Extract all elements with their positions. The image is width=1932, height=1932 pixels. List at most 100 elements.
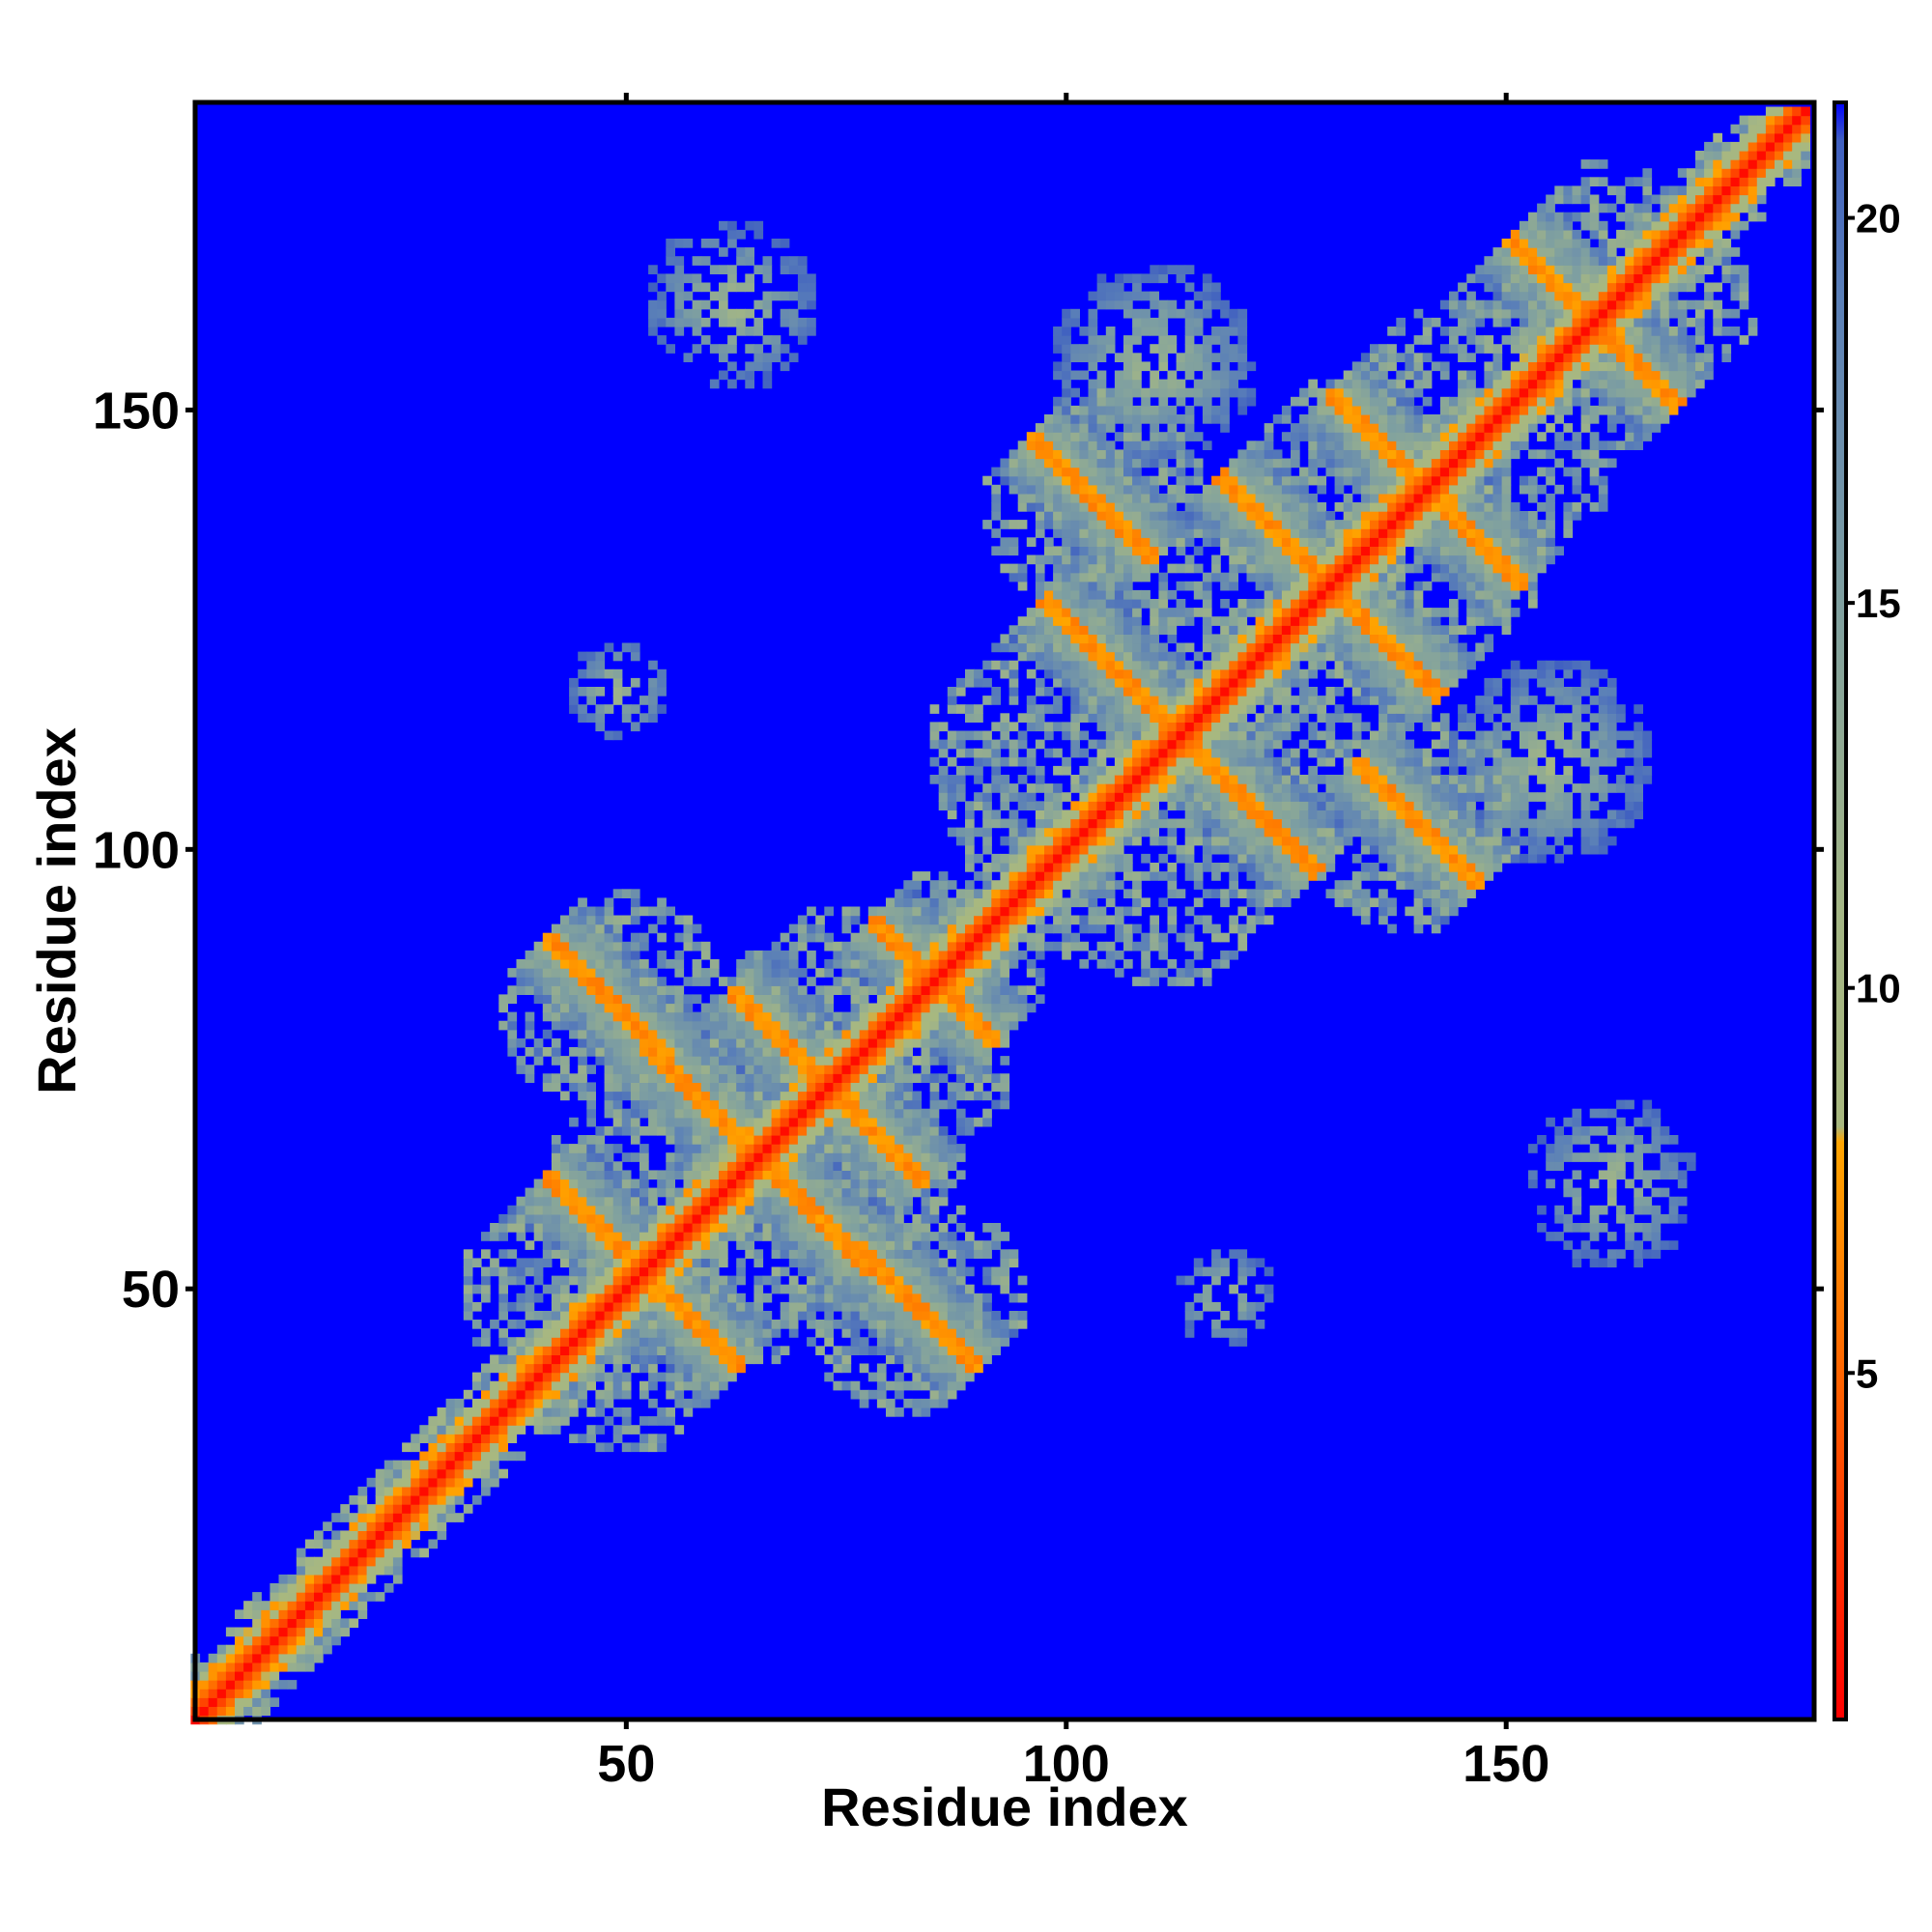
heatmap-cell: [877, 1364, 887, 1374]
heatmap-cell: [745, 1240, 754, 1250]
heatmap-cell: [886, 1047, 895, 1057]
heatmap-cell: [798, 1135, 808, 1145]
heatmap-cell: [1018, 440, 1028, 450]
heatmap-cell: [930, 1092, 940, 1101]
heatmap-cell: [1115, 414, 1124, 424]
heatmap-cell: [279, 1645, 289, 1655]
heatmap-cell: [1089, 661, 1098, 670]
heatmap-cell: [666, 239, 675, 248]
heatmap-cell: [226, 1697, 236, 1707]
heatmap-cell: [719, 1328, 728, 1338]
heatmap-cell: [842, 1258, 852, 1267]
heatmap-cell: [781, 1109, 790, 1119]
heatmap-cell: [701, 1276, 711, 1286]
heatmap-cell: [613, 1179, 623, 1189]
heatmap-cell: [1185, 871, 1195, 881]
heatmap-cell: [930, 1206, 940, 1215]
heatmap-cell: [719, 1126, 728, 1136]
heatmap-cell: [798, 256, 808, 266]
heatmap-cell: [1062, 871, 1071, 881]
heatmap-cell: [956, 1302, 966, 1312]
heatmap-cell: [753, 1082, 763, 1092]
heatmap-cell: [1053, 907, 1063, 917]
heatmap-cell: [956, 731, 966, 741]
heatmap-cell: [605, 994, 614, 1004]
heatmap-cell: [745, 1038, 754, 1048]
heatmap-cell: [464, 1504, 473, 1514]
heatmap-cell: [517, 1258, 526, 1267]
heatmap-cell: [745, 1223, 754, 1233]
heatmap-cell: [1070, 704, 1080, 714]
heatmap-cell: [586, 1144, 596, 1153]
heatmap-cell: [657, 1267, 667, 1277]
heatmap-cell: [868, 1276, 878, 1286]
heatmap-cell: [1044, 837, 1054, 846]
heatmap-cell: [1168, 414, 1178, 424]
heatmap-cell: [526, 1206, 535, 1215]
heatmap-cell: [693, 1100, 702, 1110]
heatmap-cell: [701, 1100, 711, 1110]
heatmap-cell: [428, 1513, 438, 1522]
heatmap-cell: [605, 977, 614, 986]
heatmap-cell: [613, 1056, 623, 1065]
heatmap-cell: [648, 265, 658, 274]
heatmap-cell: [1009, 863, 1019, 872]
heatmap-cell: [745, 1126, 754, 1136]
heatmap-cell: [1062, 608, 1071, 617]
heatmap-cell: [631, 1240, 640, 1250]
heatmap-cell: [622, 1381, 632, 1391]
heatmap-cell: [419, 1513, 429, 1522]
heatmap-cell: [252, 1628, 262, 1637]
heatmap-cell: [912, 977, 922, 986]
heatmap-cell: [1123, 775, 1133, 784]
heatmap-cell: [1211, 669, 1221, 679]
heatmap-cell: [340, 1513, 350, 1522]
heatmap-cell: [1150, 916, 1159, 925]
heatmap-cell: [674, 256, 684, 266]
heatmap-cell: [543, 1311, 553, 1321]
heatmap-cell: [868, 1038, 878, 1048]
heatmap-cell: [1036, 863, 1045, 872]
heatmap-cell: [930, 1047, 940, 1057]
heatmap-cell: [842, 1109, 852, 1119]
heatmap-cell: [622, 968, 632, 978]
heatmap-cell: [727, 1293, 737, 1303]
heatmap-cell: [288, 1592, 298, 1602]
heatmap-cell: [517, 1206, 526, 1215]
heatmap-cell: [1158, 608, 1168, 617]
heatmap-cell: [595, 669, 605, 679]
heatmap-cell: [543, 1206, 553, 1215]
heatmap-cell: [1168, 625, 1178, 635]
heatmap-cell: [719, 344, 728, 354]
heatmap-cell: [824, 1223, 834, 1233]
heatmap-cell: [252, 1706, 262, 1716]
heatmap-cell: [1009, 1004, 1019, 1013]
heatmap-cell: [507, 1030, 517, 1039]
heatmap-cell: [639, 1197, 649, 1207]
heatmap-cell: [833, 1206, 842, 1215]
heatmap-cell: [956, 985, 966, 995]
heatmap-cell: [498, 1407, 508, 1417]
heatmap-cell: [569, 704, 579, 714]
heatmap-cell: [666, 1354, 675, 1364]
heatmap-cell: [1027, 476, 1037, 486]
heatmap-cell: [912, 916, 922, 925]
heatmap-cell: [736, 1267, 746, 1277]
heatmap-cell: [1097, 537, 1107, 547]
heatmap-cell: [930, 1364, 940, 1374]
heatmap-cell: [860, 1232, 869, 1241]
heatmap-cell: [930, 1267, 940, 1277]
heatmap-cell: [912, 1092, 922, 1101]
heatmap-cell: [982, 810, 992, 819]
heatmap-cell: [1027, 968, 1037, 978]
heatmap-cell: [1132, 775, 1142, 784]
heatmap-cell: [1097, 819, 1107, 829]
heatmap-cell: [789, 1311, 799, 1321]
heatmap-cell: [252, 1592, 262, 1602]
heatmap-cell: [956, 1073, 966, 1083]
heatmap-cell: [648, 327, 658, 336]
heatmap-cell: [930, 951, 940, 960]
heatmap-cell: [912, 1161, 922, 1171]
heatmap-cell: [622, 1258, 632, 1267]
